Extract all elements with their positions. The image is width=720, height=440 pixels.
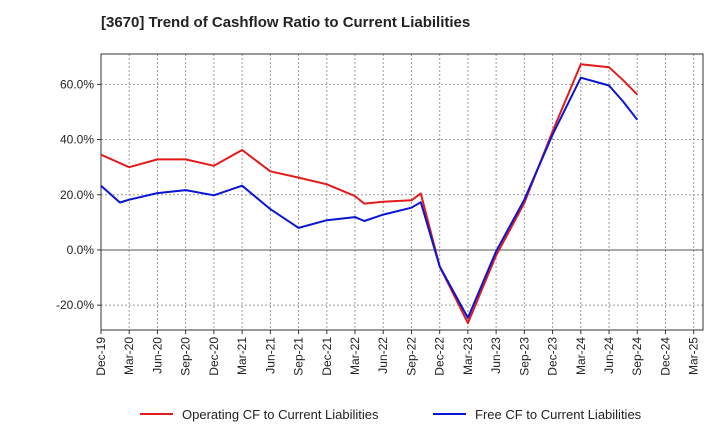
grid-layer (100, 54, 703, 330)
legend-label-2: Free CF to Current Liabilities (475, 407, 642, 422)
x-tick-label: Sep-22 (404, 337, 418, 376)
y-axis-ticks: -20.0% 0.0% 20.0% 40.0% 60.0% (56, 77, 101, 312)
x-tick-label: Dec-20 (207, 337, 221, 376)
chart-title: [3670] Trend of Cashflow Ratio to Curren… (101, 14, 471, 31)
x-tick-label: Dec-19 (94, 337, 108, 376)
x-tick-label: Mar-21 (235, 337, 249, 375)
x-tick-label: Mar-20 (122, 337, 136, 375)
x-tick-label: Mar-23 (461, 337, 475, 375)
x-tick-label: Sep-24 (630, 337, 644, 376)
y-tick-label: 20.0% (60, 188, 94, 202)
x-tick-label: Sep-20 (179, 337, 193, 376)
y-tick-label: 0.0% (67, 243, 95, 257)
x-tick-label: Jun-24 (602, 337, 616, 374)
x-tick-label: Jun-23 (489, 337, 503, 374)
x-tick-label: Dec-21 (320, 337, 334, 376)
x-tick-label: Sep-21 (292, 337, 306, 376)
series-line-1 (100, 63, 638, 325)
x-tick-label: Jun-20 (150, 337, 164, 374)
x-axis-ticks: Dec-19 Mar-20 Jun-20 Sep-20 Dec-20 Mar-21 Jun-… (94, 330, 701, 376)
legend-label-1: Operating CF to Current Liabilities (182, 407, 379, 422)
y-tick-label: 60.0% (60, 77, 94, 91)
legend: Operating CF to Current Liabilities Free … (140, 407, 642, 422)
x-tick-label: Dec-24 (658, 337, 672, 376)
x-tick-label: Dec-22 (433, 337, 447, 376)
x-tick-label: Mar-25 (687, 337, 701, 375)
x-tick-label: Jun-22 (376, 337, 390, 374)
x-tick-label: Dec-23 (546, 337, 560, 376)
x-tick-label: Sep-23 (517, 337, 531, 376)
series-layer (100, 63, 638, 325)
y-tick-label: -20.0% (56, 298, 94, 312)
x-tick-label: Mar-22 (348, 337, 362, 375)
series-line-2 (100, 76, 638, 319)
plot-frame (100, 53, 704, 331)
y-tick-label: 40.0% (60, 133, 94, 147)
x-tick-label: Mar-24 (574, 337, 588, 375)
x-tick-label: Jun-21 (263, 337, 277, 374)
